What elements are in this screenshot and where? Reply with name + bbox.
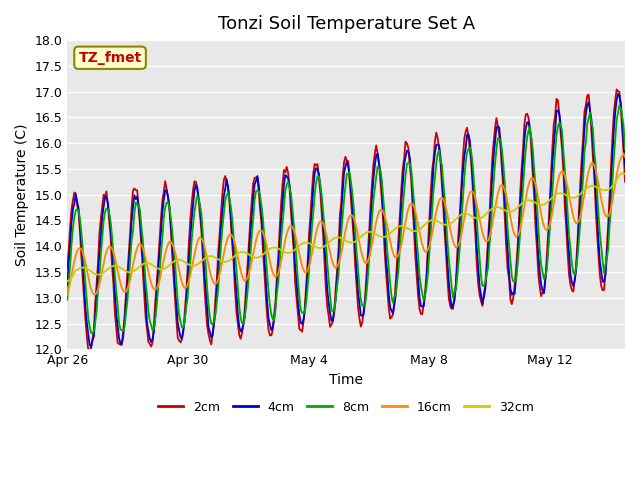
4cm	[63, 283, 71, 288]
16cm	[621, 154, 629, 160]
Title: Tonzi Soil Temperature Set A: Tonzi Soil Temperature Set A	[218, 15, 475, 33]
4cm	[621, 163, 629, 169]
32cm	[414, 228, 422, 233]
16cm	[466, 190, 474, 196]
8cm	[63, 297, 71, 303]
32cm	[284, 250, 292, 256]
4cm	[87, 344, 95, 350]
8cm	[616, 102, 623, 108]
8cm	[470, 180, 478, 185]
Line: 16cm: 16cm	[67, 154, 625, 295]
8cm	[416, 273, 424, 279]
4cm	[470, 196, 478, 202]
32cm	[131, 268, 138, 274]
2cm	[621, 179, 629, 184]
4cm	[467, 156, 475, 161]
8cm	[246, 252, 254, 257]
4cm	[416, 295, 424, 300]
X-axis label: Time: Time	[329, 372, 363, 387]
4cm	[285, 182, 293, 188]
Line: 2cm: 2cm	[67, 89, 625, 350]
8cm	[88, 331, 96, 336]
16cm	[620, 151, 627, 156]
16cm	[63, 292, 71, 298]
32cm	[621, 171, 629, 177]
16cm	[131, 255, 138, 261]
32cm	[466, 212, 474, 218]
Legend: 2cm, 4cm, 8cm, 16cm, 32cm: 2cm, 4cm, 8cm, 16cm, 32cm	[153, 396, 539, 419]
16cm	[284, 227, 292, 232]
16cm	[245, 270, 253, 276]
4cm	[246, 230, 254, 236]
2cm	[416, 306, 424, 312]
Line: 32cm: 32cm	[67, 173, 625, 281]
Text: TZ_fmet: TZ_fmet	[79, 51, 141, 65]
16cm	[414, 222, 422, 228]
2cm	[285, 185, 293, 191]
2cm	[612, 86, 620, 92]
32cm	[245, 252, 253, 257]
32cm	[620, 170, 627, 176]
4cm	[614, 91, 622, 97]
8cm	[132, 200, 140, 205]
4cm	[132, 196, 140, 202]
2cm	[470, 210, 478, 216]
2cm	[84, 348, 92, 353]
Line: 4cm: 4cm	[67, 94, 625, 347]
8cm	[285, 185, 293, 191]
2cm	[63, 265, 71, 271]
Y-axis label: Soil Temperature (C): Soil Temperature (C)	[15, 123, 29, 266]
32cm	[63, 278, 71, 284]
8cm	[467, 149, 475, 155]
32cm	[469, 214, 477, 219]
Line: 8cm: 8cm	[67, 105, 625, 334]
2cm	[467, 160, 475, 166]
2cm	[246, 217, 254, 223]
2cm	[132, 187, 140, 193]
16cm	[469, 189, 477, 194]
8cm	[621, 146, 629, 152]
